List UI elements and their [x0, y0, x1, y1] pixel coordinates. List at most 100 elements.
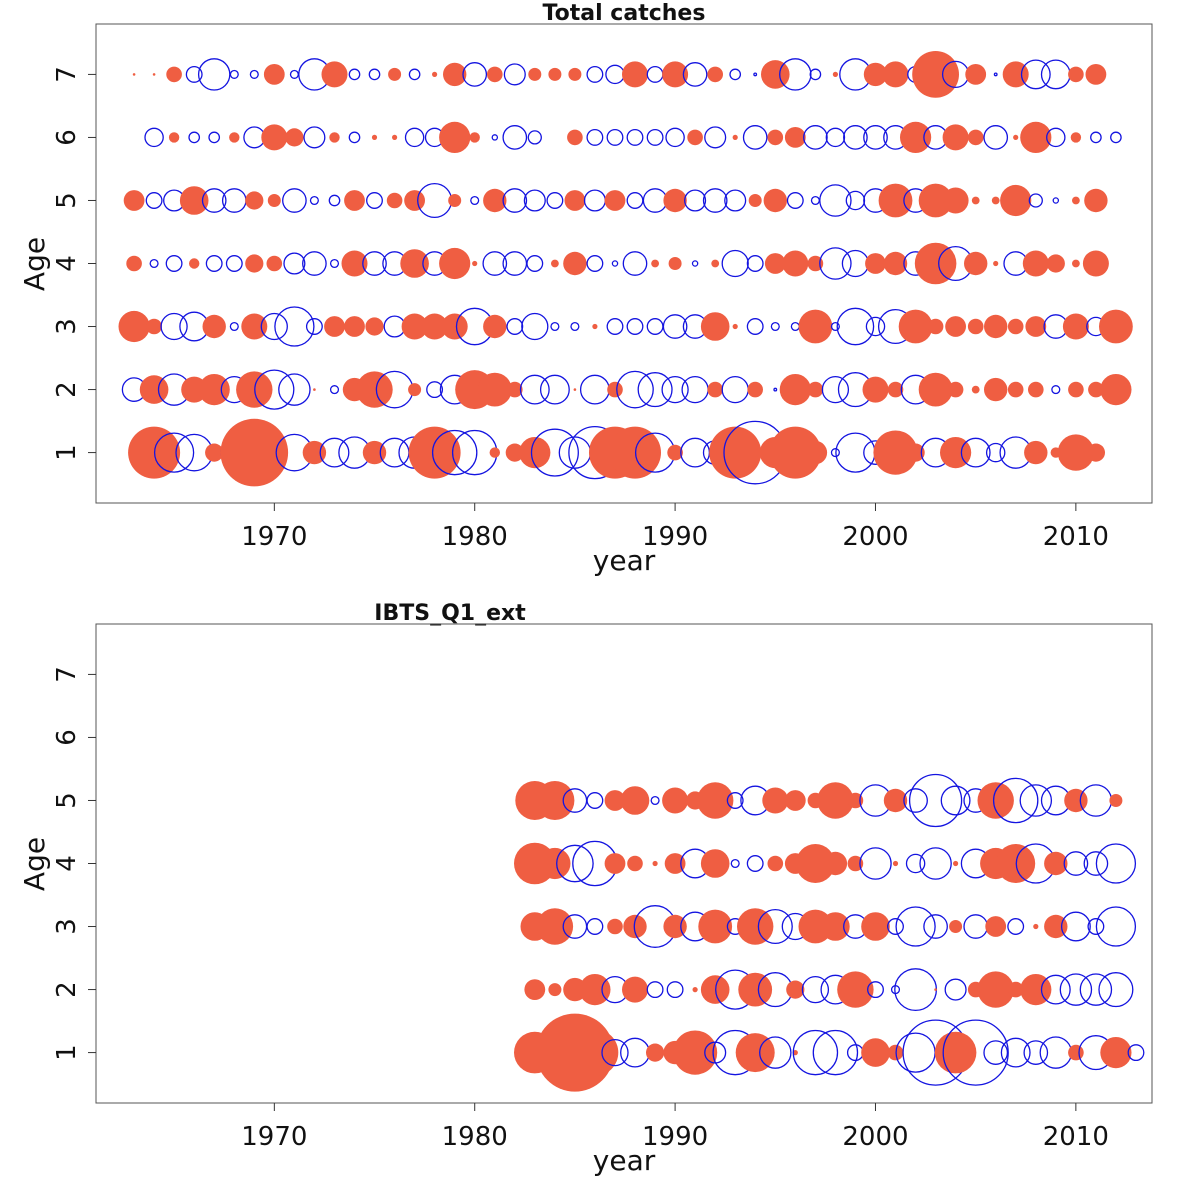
bubble-age2-2000: [867, 981, 884, 999]
bubble-age4-1994: [746, 255, 764, 272]
bubble-age4-1984: [551, 259, 559, 268]
bubble-age3-1988: [623, 914, 647, 939]
bubble-age1-1986: [571, 1029, 619, 1076]
y-tick-label: 1: [52, 1044, 82, 1061]
bubble-age3-1984: [536, 908, 574, 945]
bubble-age2-1996: [786, 980, 805, 999]
bubble-age6-1987: [606, 128, 624, 146]
bubble-age4-2001: [883, 251, 908, 276]
bubble-age5-2006: [991, 196, 1000, 205]
bubble-age2-1995: [773, 387, 778, 392]
bubble-age2-1973: [329, 385, 340, 395]
bubble-age2-2005: [971, 385, 980, 394]
bubble-age2-1990: [661, 375, 689, 404]
x-tick-label: 2000: [842, 522, 908, 552]
bubble-age4-1974: [341, 250, 368, 277]
bubble-age6-1977: [404, 127, 425, 148]
bubble-age2-1967: [198, 374, 230, 406]
bubble-age5-2010: [1064, 788, 1088, 813]
bubble-age3-1985: [570, 321, 580, 332]
bubble-age1-1991: [680, 437, 711, 468]
bubble-age4-1990: [668, 257, 682, 270]
bubble-age4-2010: [1063, 851, 1089, 876]
bubble-age5-1977: [404, 190, 425, 211]
bubble-age3-1995: [757, 908, 793, 945]
bubble-age2-2007: [1007, 981, 1024, 998]
bubble-age7-1996: [779, 58, 812, 91]
bubble-age3-1992: [700, 312, 730, 341]
bubble-age5-1971: [282, 188, 307, 213]
bubble-age7-2011: [1085, 64, 1107, 85]
bubble-age3-1972: [305, 318, 323, 335]
bubble-age1-1967: [205, 443, 224, 462]
bubble-age4-1985: [563, 251, 587, 276]
bubble-age4-1977: [400, 249, 429, 278]
bubble-age5-1981: [483, 188, 507, 213]
bubble-age5-1993: [726, 792, 744, 809]
bubble-age3-2003: [923, 914, 948, 939]
bubble-age5-1992: [702, 188, 728, 213]
bubble-age5-1970: [267, 194, 281, 207]
panel-total-catches: Total catches 1970 1980 1990 2000 2010 1 2 3 4 5…: [18, 1, 1153, 577]
bubble-age3-2000: [861, 912, 890, 941]
bubble-age5-1996: [786, 192, 804, 209]
bubble-age2-2008: [1028, 381, 1044, 398]
bubble-age1-1969: [220, 418, 289, 487]
bubble-age7-1970: [263, 64, 285, 85]
bubble-age5-1983: [523, 189, 546, 212]
chart-title: IBTS_Q1_ext: [374, 601, 526, 626]
bubble-age5-1969: [245, 191, 264, 210]
bubble-age4-2009: [1044, 851, 1068, 876]
bubble-age1-1999: [846, 1044, 864, 1062]
bubble-age3-1996: [790, 321, 800, 332]
bubble-age6-1998: [825, 127, 846, 148]
bubble-age3-2001: [887, 918, 904, 935]
bubble-age3-1990: [662, 314, 688, 339]
bubble-age5-1991: [684, 189, 707, 212]
x-tick-label: 1990: [642, 1122, 708, 1152]
bubble-age2-1971: [278, 373, 311, 406]
bubble-age1-1988: [620, 1037, 650, 1068]
bubble-age3-1965: [160, 312, 188, 341]
bubble-age1-2002: [906, 443, 925, 462]
bubble-age2-1994: [747, 381, 763, 398]
bubble-age3-2003: [927, 318, 944, 335]
bubble-age5-1998: [819, 184, 852, 217]
bubble-age1-2000: [861, 1038, 890, 1067]
bubble-age2-1983: [519, 374, 550, 405]
bubble-age3-1983: [521, 312, 549, 341]
bubble-age3-2012: [1095, 906, 1137, 947]
bubble-age2-2001: [887, 381, 904, 398]
x-tick-label: 2010: [1043, 1122, 1109, 1152]
bubble-age3-1979: [441, 313, 468, 340]
bubble-age6-1982: [502, 125, 528, 150]
bubble-age3-1998: [821, 912, 850, 941]
bubble-age1-2001: [873, 430, 918, 475]
panel-ibts-q1-ext: IBTS_Q1_ext 1970 1980 1990 2000 2010 1 2 3 4 5 6 7…: [18, 601, 1153, 1177]
bubble-age1-1997: [792, 1029, 839, 1076]
bubble-age2-2003: [934, 988, 937, 991]
bubble-age6-1967: [208, 131, 221, 144]
bubble-age1-1997: [803, 440, 828, 465]
bubble-age4-1981: [482, 251, 508, 276]
bubble-age4-1991: [691, 260, 699, 267]
bubble-age1-1979: [431, 429, 478, 476]
bubble-age7-1965: [166, 66, 182, 83]
bubble-age4-2004: [953, 860, 959, 867]
bubble-age3-1986: [592, 323, 598, 330]
bubble-age6-1973: [329, 132, 340, 143]
bubble-age2-2010: [1059, 973, 1093, 1006]
bubble-age2-1997: [801, 975, 830, 1004]
bubble-age6-2008: [1020, 121, 1052, 153]
bubble-age7-1971: [289, 69, 299, 79]
bubble-age1-1978: [408, 426, 461, 479]
bubble-age7-1973: [321, 61, 348, 88]
bubble-age3-1995: [770, 321, 780, 332]
bubble-age4-1989: [651, 259, 659, 268]
bubble-age5-1964: [145, 192, 163, 209]
bubble-age4-1984: [539, 847, 571, 880]
bubble-age7-2010: [1068, 66, 1084, 83]
bubble-age6-1995: [767, 129, 784, 146]
bubble-age5-1997: [810, 195, 820, 206]
bubble-age3-2005: [967, 318, 984, 335]
